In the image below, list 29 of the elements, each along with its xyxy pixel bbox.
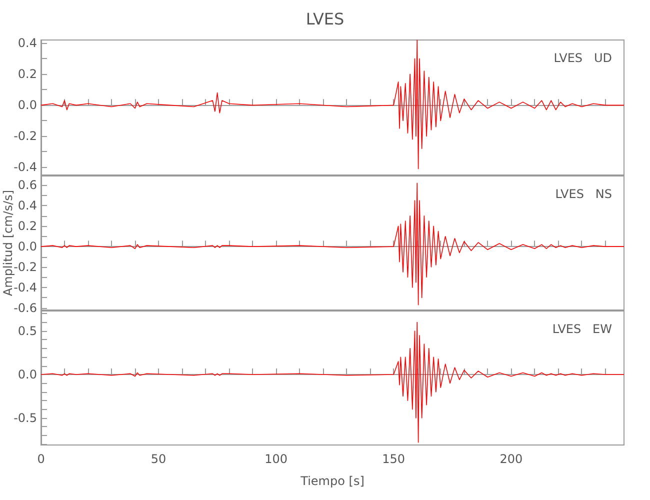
y-tick-label: 0.4 [18, 36, 37, 50]
y-tick-label: 0.0 [18, 368, 37, 382]
line-series [40, 40, 624, 170]
x-tick-label: 50 [150, 452, 166, 466]
chart-title: LVES [306, 10, 344, 28]
x-tick-label: 150 [382, 452, 406, 466]
x-tick-label: 0 [37, 452, 45, 466]
line-series [40, 322, 624, 443]
y-tick-label: 0.2 [18, 219, 37, 234]
annotation: LVES NS [555, 187, 612, 201]
y-tick-label: 0.4 [18, 198, 37, 213]
y-tick-label: -0.2 [14, 129, 37, 144]
annotation: LVES UD [554, 51, 612, 65]
annotation: LVES EW [552, 322, 612, 336]
y-tick-label: -0.4 [14, 160, 37, 174]
y-tick-label: -0.6 [14, 300, 37, 315]
y-tick-label: 0.5 [18, 324, 37, 338]
y-tick-label: -0.2 [14, 260, 37, 274]
y-tick-label: -0.4 [14, 280, 37, 294]
y-tick-label: -0.5 [14, 411, 37, 426]
y-tick-label: 0.0 [18, 98, 37, 112]
x-axis-title: Tiempo [s] [300, 474, 364, 488]
x-tick-label: 100 [264, 452, 288, 466]
y-tick-label: 0.0 [18, 240, 37, 254]
y-tick-label: 0.6 [18, 178, 37, 192]
line-series [40, 182, 624, 306]
x-tick-label: 200 [500, 452, 523, 466]
y-axis-title: Amplitud [cm/s/s] [1, 190, 15, 296]
y-tick-label: 0.2 [18, 67, 37, 82]
